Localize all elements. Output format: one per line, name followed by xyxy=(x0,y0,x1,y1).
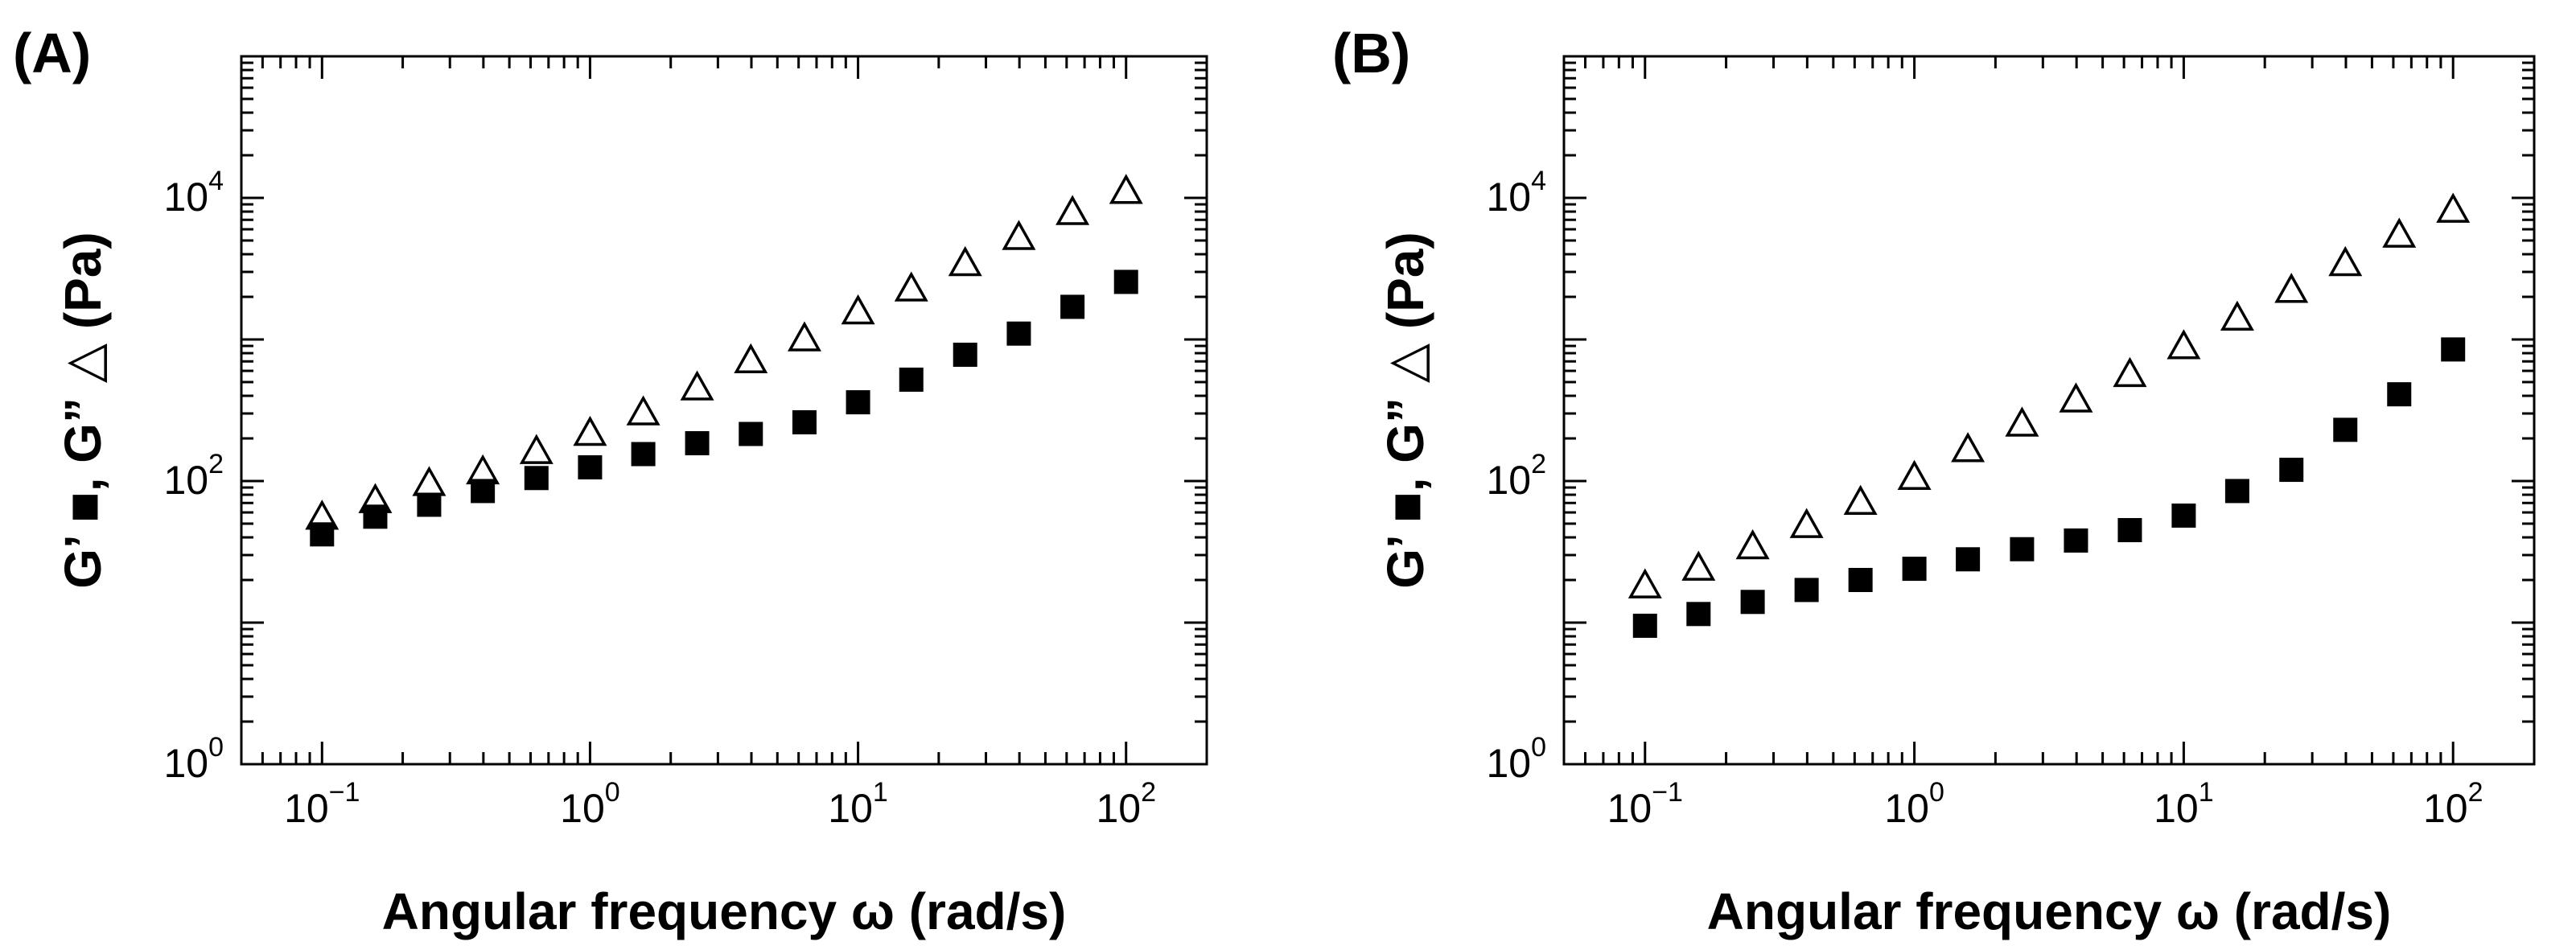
data-point-g-double-prime xyxy=(1897,459,1932,491)
data-point-g-prime xyxy=(685,430,710,455)
x-tick-label: 102 xyxy=(1096,777,1156,831)
data-point-g-double-prime xyxy=(2436,192,2471,223)
data-point-g-prime xyxy=(2333,417,2358,442)
data-point-g-prime xyxy=(739,422,763,446)
data-point-g-double-prime xyxy=(2005,406,2039,437)
data-point-g-prime xyxy=(2010,537,2035,561)
data-point-g-double-prime xyxy=(412,466,446,496)
data-point-g-double-prime xyxy=(358,483,393,513)
panel-b-label: (B) xyxy=(1332,22,1410,84)
data-point-g-double-prime xyxy=(894,271,928,302)
data-point-g-prime xyxy=(310,522,335,547)
y-axis-label: G’ ■, G” △ (Pa) xyxy=(54,232,112,589)
data-point-g-prime xyxy=(2279,458,2304,483)
data-point-g-prime xyxy=(953,342,977,367)
data-point-g-prime xyxy=(631,442,656,467)
data-point-g-double-prime xyxy=(948,245,982,277)
data-point-g-double-prime xyxy=(2167,329,2201,360)
data-point-g-double-prime xyxy=(2113,356,2147,388)
data-point-g-double-prime xyxy=(2220,300,2254,331)
x-tick-label: 100 xyxy=(560,777,620,831)
y-tick-label: 102 xyxy=(163,449,224,503)
data-point-g-double-prime xyxy=(787,321,821,352)
data-point-g-prime xyxy=(899,367,924,392)
data-point-g-double-prime xyxy=(1735,528,1770,560)
data-point-g-prime xyxy=(2171,503,2196,528)
data-point-g-prime xyxy=(1740,590,1765,615)
data-point-g-prime xyxy=(1113,269,1138,294)
x-tick-label: 101 xyxy=(828,777,888,831)
data-point-g-prime xyxy=(1956,547,1981,572)
data-point-g-prime xyxy=(1902,557,1927,582)
data-point-g-double-prime xyxy=(519,434,553,464)
data-point-g-double-prime xyxy=(1789,508,1824,538)
data-point-g-double-prime xyxy=(1627,568,1662,598)
data-point-g-prime xyxy=(1794,578,1819,602)
plot-frame xyxy=(1562,55,2536,766)
data-point-g-double-prime xyxy=(2328,245,2363,277)
y-tick-label: 104 xyxy=(1486,166,1546,220)
panel-a-label: (A) xyxy=(13,22,91,84)
data-point-g-prime xyxy=(792,409,817,434)
panel-a: (A) 10−1 100 101 102 100 102 104 Angular freque… xyxy=(13,22,1208,940)
data-point-g-prime xyxy=(578,454,603,479)
data-point-g-prime xyxy=(2064,528,2088,553)
data-point-g-prime xyxy=(2441,337,2466,362)
data-point-g-prime xyxy=(2387,382,2412,407)
data-point-g-double-prime xyxy=(1843,484,1878,516)
x-axis-label: Angular frequency ω (rad/s) xyxy=(382,882,1067,940)
data-point-g-double-prime xyxy=(2382,217,2417,248)
data-point-g-double-prime xyxy=(626,395,660,426)
data-point-g-double-prime xyxy=(573,415,607,446)
data-point-g-double-prime xyxy=(305,500,339,530)
data-point-g-prime xyxy=(524,466,549,491)
y-tick-label: 100 xyxy=(1486,732,1546,786)
data-point-g-double-prime xyxy=(1109,174,1143,204)
data-point-g-double-prime xyxy=(2059,382,2093,413)
data-point-g-double-prime xyxy=(734,343,768,374)
data-point-g-prime xyxy=(1060,294,1085,319)
x-axis-label: Angular frequency ω (rad/s) xyxy=(1707,882,2392,940)
data-point-g-double-prime xyxy=(466,454,500,485)
data-point-g-prime xyxy=(2224,479,2249,504)
data-point-g-prime xyxy=(417,492,442,517)
data-point-g-double-prime xyxy=(1681,550,1716,581)
data-point-g-prime xyxy=(363,504,388,529)
data-point-g-prime xyxy=(1632,613,1657,638)
data-point-g-double-prime xyxy=(1002,220,1036,250)
x-tick-label: 10−1 xyxy=(1607,777,1683,831)
y-tick-label: 102 xyxy=(1486,449,1546,503)
x-tick-label: 101 xyxy=(2154,777,2214,831)
panel-b: (B) 10−1 100 101 102 100 102 104 Angular freque… xyxy=(1332,22,2536,940)
data-point-g-prime xyxy=(846,390,870,415)
data-point-g-prime xyxy=(2117,518,2142,543)
data-point-g-double-prime xyxy=(1056,195,1090,225)
plot-frame xyxy=(240,55,1208,766)
x-tick-label: 100 xyxy=(1884,777,1944,831)
data-point-g-double-prime xyxy=(841,294,875,325)
data-point-g-double-prime xyxy=(1951,432,1985,463)
y-axis-label: G’ ■, G” △ (Pa) xyxy=(1376,232,1434,589)
x-tick-label: 102 xyxy=(2423,777,2483,831)
y-tick-label: 100 xyxy=(163,732,224,786)
y-tick-label: 104 xyxy=(163,166,224,220)
x-tick-label: 10−1 xyxy=(284,777,360,831)
data-point-g-double-prime xyxy=(680,370,714,401)
data-point-g-prime xyxy=(1686,602,1711,627)
data-point-g-prime xyxy=(1006,321,1031,346)
data-point-g-prime xyxy=(1848,568,1873,593)
data-point-g-double-prime xyxy=(2274,273,2309,303)
